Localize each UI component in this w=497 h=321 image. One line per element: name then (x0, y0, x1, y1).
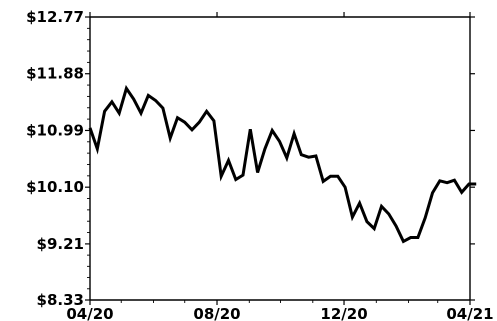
y-tick-label: $10.99 (26, 121, 84, 139)
x-tick-label: 08/20 (193, 305, 240, 321)
y-tick-label: $9.21 (37, 235, 84, 253)
x-tick-label: 12/20 (320, 305, 367, 321)
y-tick-label: $8.33 (37, 291, 84, 309)
x-tick-label: 04/21 (446, 305, 493, 321)
y-tick-label: $11.88 (26, 65, 84, 83)
price-series-line (88, 84, 477, 244)
x-tick-label: 04/20 (66, 305, 113, 321)
y-tick-label: $12.77 (26, 8, 84, 26)
y-tick-label: $10.10 (26, 178, 84, 196)
